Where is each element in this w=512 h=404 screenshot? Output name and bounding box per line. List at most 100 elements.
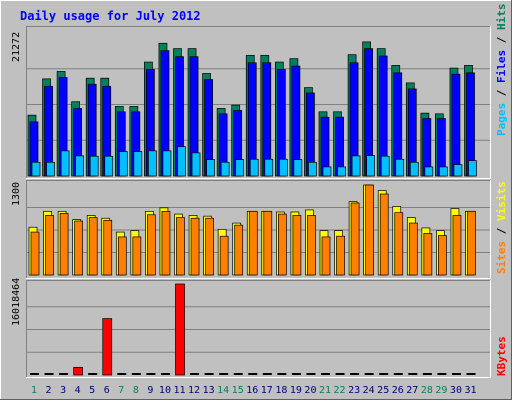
kbytes-bar	[175, 283, 185, 376]
sites-bar	[45, 215, 54, 276]
x-tick-label: 22	[334, 385, 346, 396]
kbytes-bar	[451, 373, 461, 375]
kbytes-bar	[146, 373, 156, 375]
sites-bar	[408, 222, 418, 276]
sites-bar	[59, 213, 69, 276]
legend-visits-sites: Sites / Visits	[495, 181, 508, 274]
kbytes-bar	[233, 373, 243, 375]
sites-bar	[365, 184, 374, 276]
x-tick-label: 5	[89, 385, 95, 396]
legend-sites: Sites	[495, 241, 508, 274]
x-tick-label: 21	[319, 385, 331, 396]
sites-bar	[278, 213, 287, 276]
y-tick-visits: 1300	[11, 182, 22, 206]
legend-files: Files	[495, 50, 508, 83]
pages-bar	[264, 158, 274, 177]
pages-bar	[118, 151, 128, 177]
panel-visits-sites	[26, 180, 491, 279]
x-tick-label: 20	[304, 385, 316, 396]
pages-bar	[191, 152, 201, 177]
sites-bar	[30, 231, 40, 276]
x-tick-label: 17	[261, 385, 273, 396]
pages-bar	[148, 150, 157, 177]
x-tick-label: 25	[377, 385, 389, 396]
sites-bar	[190, 217, 200, 276]
sites-bar	[117, 236, 127, 276]
legend-pages: Pages	[495, 103, 508, 136]
x-tick-label: 23	[348, 385, 360, 396]
x-tick-label: 10	[159, 385, 171, 396]
sites-bar	[74, 220, 84, 276]
files-bar	[451, 73, 461, 177]
sites-bar	[350, 202, 360, 276]
pages-bar	[424, 166, 434, 177]
kbytes-bar	[321, 373, 330, 375]
kbytes-bar	[379, 373, 389, 375]
kbytes-bar	[204, 373, 214, 375]
panel-kbytes	[26, 280, 491, 378]
sites-bar	[321, 236, 331, 276]
kbytes-bar	[350, 373, 360, 375]
panel-hits-files-pages	[26, 26, 491, 179]
pages-bar	[235, 159, 245, 177]
pages-bar	[439, 166, 448, 177]
x-tick-label: 2	[46, 385, 52, 396]
sites-bar	[307, 215, 316, 276]
legend-hits-files-pages: Pages / Files / Hits	[495, 4, 508, 137]
sites-bar	[161, 210, 171, 276]
sites-bar	[379, 193, 389, 276]
sites-bar	[176, 217, 185, 276]
sites-bar	[394, 212, 404, 276]
pages-bar	[31, 161, 41, 177]
kbytes-bar	[73, 366, 84, 376]
legend-visits: Visits	[495, 181, 508, 221]
sites-bar	[438, 235, 447, 276]
x-tick-label: 11	[173, 385, 185, 396]
x-tick-label: 9	[147, 385, 153, 396]
kbytes-bar	[219, 373, 229, 375]
sites-bar	[205, 217, 214, 276]
x-tick-label: 30	[450, 385, 462, 396]
pages-bar	[468, 160, 477, 177]
x-tick-label: 31	[464, 385, 476, 396]
pages-bar	[322, 166, 332, 177]
sites-bar	[219, 235, 229, 276]
x-tick-label: 26	[392, 385, 404, 396]
pages-bar	[162, 150, 172, 177]
pages-bar	[89, 155, 99, 177]
pages-bar	[60, 150, 70, 177]
x-tick-label: 15	[232, 385, 244, 396]
x-tick-label: 13	[203, 385, 215, 396]
x-tick-label: 14	[217, 385, 229, 396]
x-tick-label: 18	[275, 385, 287, 396]
sites-bar	[234, 224, 244, 276]
x-tick-label: 12	[188, 385, 200, 396]
pages-bar	[380, 155, 390, 177]
bars	[27, 41, 477, 376]
pages-bar	[308, 161, 317, 177]
kbytes-bar	[30, 373, 39, 375]
x-tick-label: 3	[60, 385, 66, 396]
x-tick-label: 1	[31, 385, 37, 396]
sites-bar	[88, 217, 98, 276]
sites-bar	[336, 235, 345, 276]
y-tick-hits: 21272	[11, 32, 22, 62]
legend-hits: Hits	[495, 4, 508, 31]
sites-bar	[248, 210, 258, 276]
x-tick-label: 28	[421, 385, 433, 396]
sites-bar	[147, 214, 156, 276]
pages-bar	[279, 158, 288, 177]
sites-bar	[423, 233, 433, 276]
kbytes-bar	[335, 373, 345, 375]
kbytes-bar	[422, 373, 432, 375]
x-axis-day-labels: 1 2 3 4 5 6 7 8 9 10 11 12 13 14 15 16 17 18 19 20 21 22 23 24 2…	[31, 385, 477, 396]
y-tick-kbytes: 16018464	[11, 278, 22, 326]
kbytes-bar	[262, 373, 272, 375]
kbytes-bar	[466, 373, 476, 375]
kbytes-bar	[277, 373, 287, 375]
x-tick-label: 16	[246, 385, 258, 396]
pages-bar	[133, 151, 143, 177]
